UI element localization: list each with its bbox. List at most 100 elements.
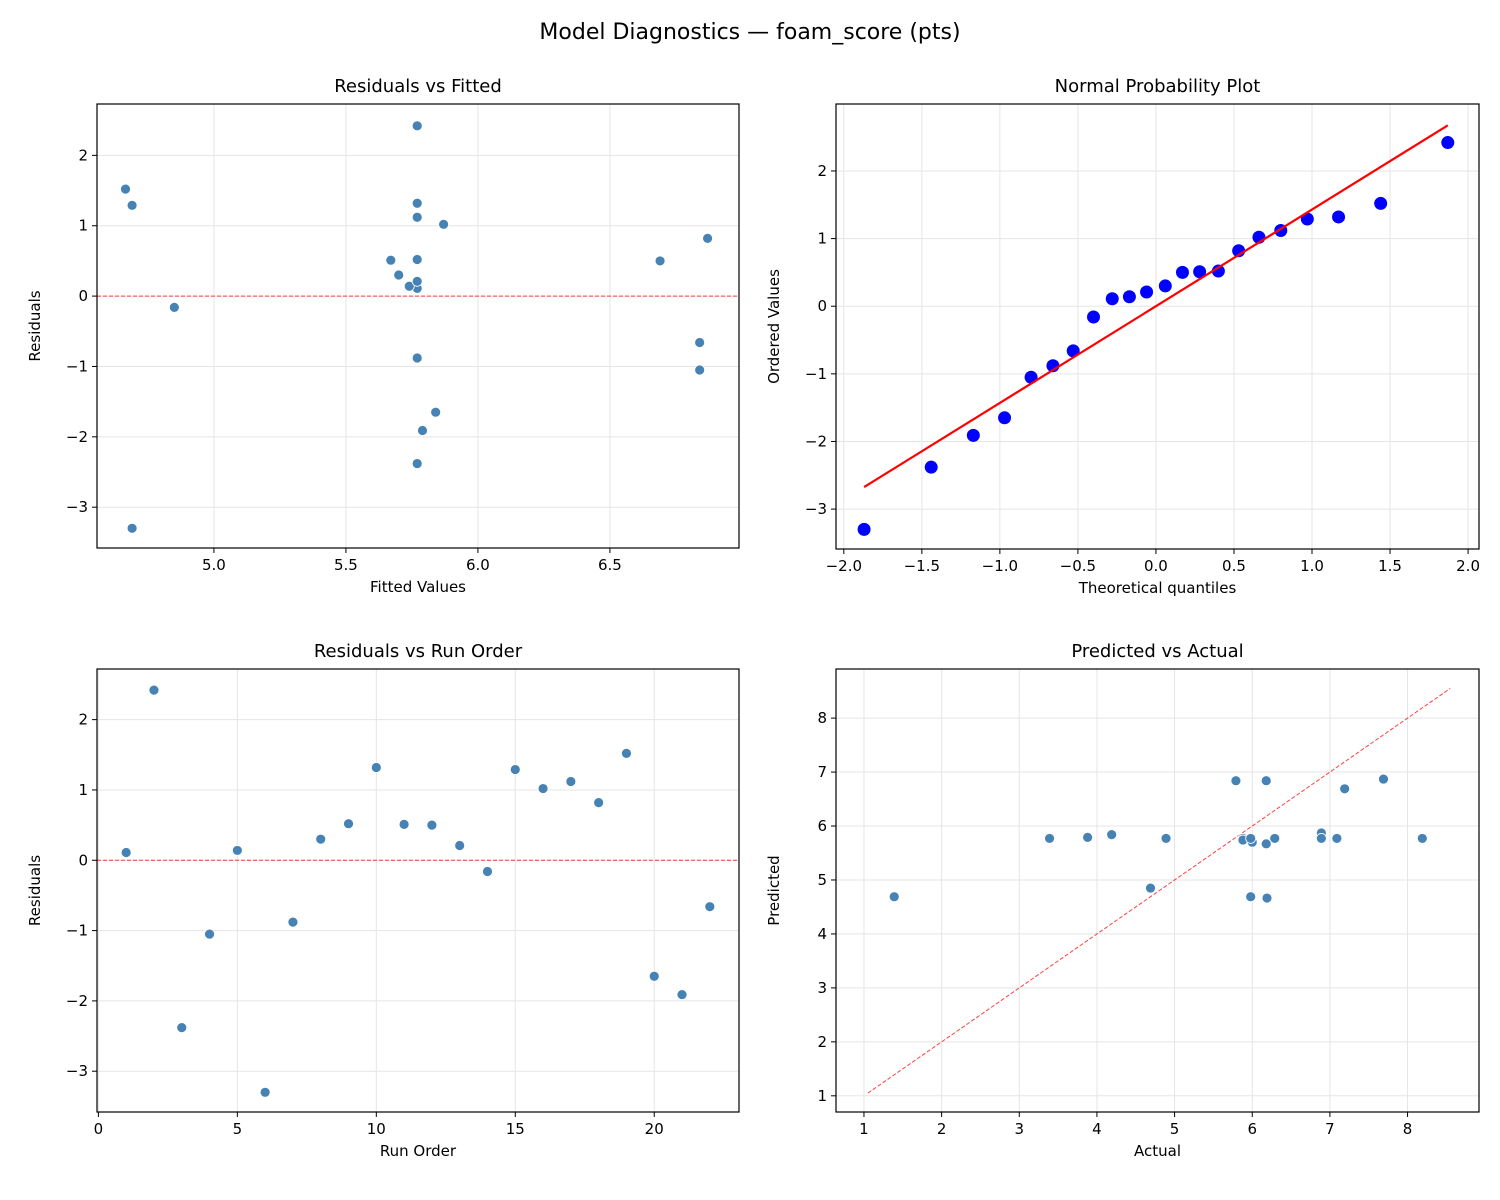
x-tick-label: 10: [367, 1120, 386, 1138]
x-tick-label: 5.0: [202, 556, 226, 574]
y-tick-label: 1: [78, 781, 88, 799]
y-tick-label: 0: [78, 851, 88, 869]
data-point: [1106, 829, 1118, 841]
subplot-3: 0 5 10 15 20 −3 −2 −1 0 1 2 Residuals vs Run Order R…: [26, 641, 740, 1160]
y-tick-label: −1: [66, 922, 88, 940]
x-tick-label: 15: [506, 1120, 525, 1138]
data-point: [393, 269, 405, 281]
identity-reference-line: [867, 688, 1451, 1094]
subplot-2: −2.0 −1.5 −1.0 −0.5 0.0 0.5 1.0 1.5 2.0 −3 −2 −1 0 1 2…: [765, 76, 1480, 597]
y-tick-label: 2: [78, 711, 88, 729]
y-tick-label: 1: [817, 230, 827, 248]
x-tick-label: −1.5: [904, 557, 940, 575]
data-point: [1260, 775, 1272, 787]
y-tick-label: −1: [66, 357, 88, 375]
data-point: [411, 254, 423, 265]
data-point: [1193, 265, 1207, 279]
y-axis-label: Residuals: [26, 855, 44, 926]
x-tick-label: 1.0: [1300, 557, 1324, 575]
x-tick-label: 1: [859, 1120, 869, 1138]
y-tick-label: 1: [817, 1087, 827, 1105]
data-point: [438, 218, 450, 230]
y-tick-label: 5: [817, 871, 827, 889]
x-tick-label: −2.0: [826, 557, 862, 575]
x-tick-label: −0.5: [1060, 557, 1096, 575]
figure-title: Model Diagnostics — foam_score (pts): [539, 20, 961, 45]
data-point: [426, 819, 438, 831]
data-point: [287, 916, 299, 928]
data-point: [1261, 892, 1273, 904]
data-point: [1441, 136, 1455, 150]
x-tick-label: 0.0: [1144, 557, 1168, 575]
y-tick-label: −3: [66, 1062, 88, 1080]
y-tick-label: 7: [817, 763, 827, 781]
data-point: [1245, 833, 1257, 844]
y-tick-label: −2: [805, 432, 827, 450]
data-point: [1339, 783, 1351, 795]
data-point: [966, 428, 980, 442]
data-point: [1230, 775, 1242, 787]
y-tick-label: 2: [78, 146, 88, 164]
y-tick-label: 2: [817, 162, 827, 180]
data-point: [702, 232, 713, 244]
data-point: [1160, 833, 1172, 844]
data-point: [1087, 310, 1101, 324]
y-tick-label: −3: [66, 498, 88, 516]
data-point: [654, 255, 666, 267]
data-point: [411, 458, 423, 469]
axes-frame: [835, 103, 1480, 550]
data-point: [593, 797, 605, 809]
data-point: [621, 747, 632, 759]
x-tick-label: 6: [1247, 1120, 1257, 1138]
data-point: [1331, 833, 1343, 844]
data-point: [411, 275, 423, 287]
x-tick-label: 7: [1325, 1120, 1335, 1138]
x-tick-label: 20: [645, 1120, 664, 1138]
x-tick-label: 6.5: [598, 556, 622, 574]
data-point: [565, 776, 577, 787]
y-tick-label: 0: [817, 297, 827, 315]
data-point: [1066, 344, 1080, 358]
data-point: [1245, 891, 1257, 903]
data-point: [430, 406, 442, 418]
data-point: [1211, 264, 1225, 278]
data-point: [411, 197, 423, 209]
data-point: [694, 337, 706, 348]
y-axis-label: Predicted: [765, 855, 783, 925]
data-point: [1332, 210, 1346, 224]
y-tick-label: 3: [817, 979, 827, 997]
data-point: [1416, 833, 1428, 844]
axes-frame: [96, 103, 740, 549]
data-point: [168, 301, 180, 313]
x-tick-label: 5: [233, 1120, 243, 1138]
data-point: [126, 199, 138, 211]
axes-frame: [835, 668, 1480, 1113]
data-point: [126, 522, 138, 534]
x-tick-label: 2: [937, 1120, 947, 1138]
data-point: [1105, 292, 1119, 306]
x-axis-label: Actual: [1134, 1142, 1181, 1160]
data-point: [676, 989, 688, 1000]
data-point: [148, 684, 160, 696]
data-point: [204, 928, 215, 940]
y-axis-label: Residuals: [26, 290, 44, 361]
x-tick-label: 0: [94, 1120, 104, 1138]
data-point: [120, 183, 131, 195]
data-point: [315, 833, 327, 845]
data-point: [259, 1086, 271, 1098]
subplot-4: 1 2 3 4 5 6 7 8 1 2 3 4 5 6 7 8 Predicted vs Actual Actua…: [765, 641, 1480, 1160]
data-point: [398, 819, 410, 830]
x-tick-label: 5.5: [334, 556, 358, 574]
data-point: [1082, 831, 1094, 843]
data-point: [1175, 265, 1189, 279]
data-point: [231, 845, 243, 856]
fit-line: [863, 124, 1449, 488]
data-point: [411, 352, 423, 364]
data-point: [1158, 279, 1172, 293]
y-tick-label: 2: [817, 1033, 827, 1051]
subplot-title: Normal Probability Plot: [1055, 76, 1261, 97]
x-axis-label: Theoretical quantiles: [1078, 579, 1237, 597]
data-point: [1378, 773, 1389, 785]
data-point: [1300, 212, 1314, 226]
